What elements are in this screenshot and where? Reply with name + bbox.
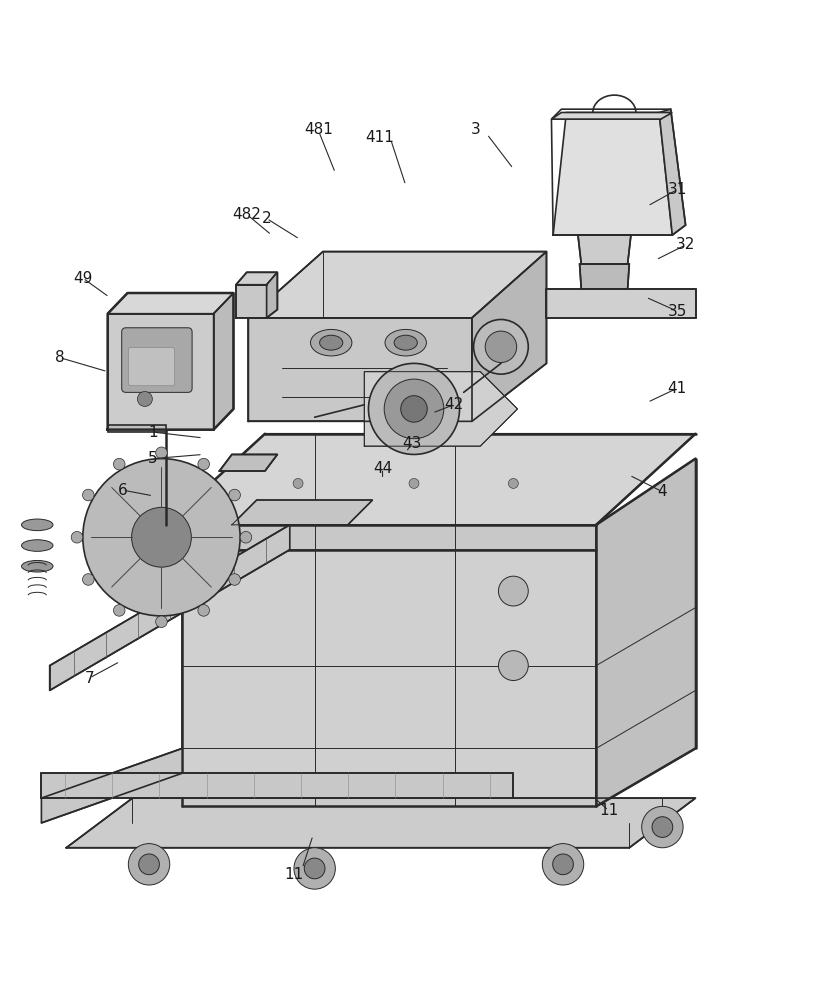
Circle shape [400, 396, 427, 422]
Text: 42: 42 [443, 397, 463, 412]
Circle shape [641, 806, 682, 848]
Text: 11: 11 [598, 803, 618, 818]
Circle shape [71, 531, 83, 543]
Polygon shape [41, 748, 182, 823]
Text: 43: 43 [402, 436, 422, 451]
Text: 3: 3 [471, 122, 480, 137]
Polygon shape [551, 112, 672, 119]
Circle shape [131, 507, 191, 567]
Polygon shape [552, 112, 672, 235]
Circle shape [83, 574, 94, 585]
Circle shape [113, 605, 125, 616]
Circle shape [409, 478, 418, 488]
Circle shape [198, 605, 209, 616]
Text: 4: 4 [657, 484, 667, 499]
Circle shape [128, 844, 170, 885]
Polygon shape [182, 748, 595, 806]
Circle shape [198, 458, 209, 470]
Text: 5: 5 [148, 451, 158, 466]
Polygon shape [108, 425, 165, 432]
Polygon shape [108, 293, 233, 314]
Polygon shape [658, 109, 685, 235]
Polygon shape [165, 434, 695, 525]
Polygon shape [108, 314, 213, 430]
Polygon shape [66, 798, 695, 848]
Polygon shape [236, 272, 277, 285]
Polygon shape [577, 235, 630, 264]
Polygon shape [248, 318, 471, 421]
Ellipse shape [22, 560, 53, 572]
Text: 31: 31 [667, 182, 686, 197]
Text: 49: 49 [73, 271, 93, 286]
Circle shape [83, 489, 94, 501]
Circle shape [228, 574, 240, 585]
Circle shape [473, 319, 528, 374]
Text: 482: 482 [232, 207, 261, 222]
Circle shape [652, 817, 672, 837]
Ellipse shape [22, 519, 53, 531]
Circle shape [368, 363, 459, 454]
Polygon shape [266, 272, 277, 318]
Circle shape [83, 459, 240, 616]
Circle shape [228, 489, 240, 501]
Circle shape [498, 651, 528, 681]
Circle shape [485, 331, 516, 363]
Text: 481: 481 [304, 122, 332, 137]
Text: 7: 7 [84, 671, 94, 686]
Circle shape [552, 854, 573, 875]
Text: 11: 11 [284, 867, 304, 882]
Text: 8: 8 [55, 350, 65, 365]
Polygon shape [471, 252, 546, 421]
Circle shape [542, 844, 583, 885]
Circle shape [294, 848, 335, 889]
Polygon shape [213, 293, 233, 430]
Ellipse shape [394, 335, 417, 350]
Polygon shape [50, 525, 289, 690]
Ellipse shape [22, 540, 53, 551]
Circle shape [155, 447, 167, 459]
Polygon shape [579, 264, 629, 289]
Polygon shape [219, 454, 277, 471]
Polygon shape [182, 550, 595, 806]
Circle shape [113, 458, 125, 470]
Polygon shape [236, 285, 266, 318]
Ellipse shape [319, 335, 342, 350]
Ellipse shape [385, 329, 426, 356]
Polygon shape [248, 252, 546, 318]
Text: 2: 2 [261, 211, 271, 226]
Text: 35: 35 [667, 304, 686, 319]
Circle shape [498, 576, 528, 606]
Text: 44: 44 [372, 461, 392, 476]
Ellipse shape [310, 329, 351, 356]
Text: 411: 411 [365, 130, 393, 145]
Circle shape [304, 858, 325, 879]
Polygon shape [595, 459, 695, 806]
Polygon shape [364, 372, 517, 446]
Circle shape [138, 854, 159, 875]
Polygon shape [232, 500, 372, 525]
Circle shape [155, 616, 167, 628]
Circle shape [293, 478, 303, 488]
Text: 41: 41 [667, 381, 686, 396]
Text: 1: 1 [148, 425, 158, 440]
Text: 6: 6 [117, 483, 127, 498]
Polygon shape [41, 773, 513, 798]
Text: 32: 32 [675, 237, 695, 252]
FancyBboxPatch shape [128, 348, 174, 386]
Circle shape [137, 392, 152, 406]
Circle shape [384, 379, 443, 439]
Polygon shape [546, 289, 695, 318]
Circle shape [508, 478, 518, 488]
Polygon shape [165, 525, 595, 550]
FancyBboxPatch shape [122, 328, 192, 392]
Circle shape [240, 531, 251, 543]
